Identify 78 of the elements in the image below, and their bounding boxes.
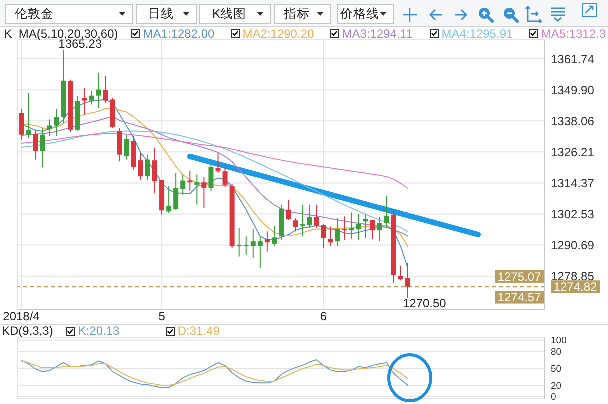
text: MA3:1294.11	[342, 26, 413, 40]
candlestick	[349, 212, 354, 240]
text: MA4:1295.91	[442, 26, 514, 40]
candlestick	[208, 164, 214, 192]
candlestick	[321, 224, 326, 249]
text: D:31.49	[178, 324, 220, 338]
candlestick	[272, 225, 277, 248]
text: MA5:1312.3	[541, 26, 606, 40]
candlestick	[103, 76, 108, 104]
x-tick-label: 5	[158, 310, 166, 324]
candlestick	[202, 176, 207, 209]
y-tick-label: 1314.37	[551, 176, 595, 190]
y-tick-label: 100	[551, 336, 567, 347]
candlestick	[222, 168, 228, 188]
candlestick	[356, 214, 362, 241]
candlestick	[398, 266, 404, 282]
candlestick	[377, 216, 382, 242]
line-series	[21, 130, 408, 232]
y-tick-label: 50	[551, 364, 562, 375]
dropdown: K线图	[199, 4, 271, 24]
dropdown: 指标	[274, 4, 331, 24]
y-tick-label: 1326.21	[551, 145, 595, 160]
candlestick	[236, 228, 242, 258]
candlestick	[300, 204, 306, 238]
y-tick-label: 1338.06	[551, 114, 595, 128]
candlestick	[89, 90, 94, 106]
y-tick-label: 1349.90	[551, 83, 595, 98]
candlestick	[335, 218, 340, 248]
candlestick	[194, 174, 200, 206]
dropdown: 日线	[136, 4, 197, 24]
candlestick	[293, 218, 298, 232]
candlestick	[145, 154, 150, 180]
annotation: 1270.50	[402, 296, 447, 311]
legend-title: KD(9,3,3)	[2, 324, 54, 338]
candlestick	[33, 129, 38, 160]
candlestick	[258, 236, 263, 269]
candlestick	[47, 119, 52, 137]
candlestick	[19, 108, 24, 140]
candlestick	[250, 228, 256, 259]
dropdown: 伦敦金	[5, 4, 133, 24]
candlestick	[54, 108, 60, 137]
y-tick-label: 80	[551, 346, 562, 358]
candlestick	[152, 148, 158, 194]
candlestick	[286, 199, 292, 221]
annotation: 1275.07	[498, 270, 542, 284]
text: MA2:1290.20	[242, 26, 314, 40]
candlestick	[405, 262, 410, 299]
dropdown: 价格线	[337, 4, 394, 24]
x-tick-label: 6	[320, 310, 328, 324]
candlestick	[180, 174, 186, 196]
candlestick	[82, 88, 88, 116]
y-tick-label: 1302.53	[551, 208, 595, 222]
candlestick	[40, 128, 46, 168]
candlestick	[314, 204, 320, 229]
y-tick-label: 1361.74	[551, 52, 595, 66]
candlestick	[264, 231, 270, 252]
candlestick	[26, 92, 32, 139]
candlestick	[370, 220, 376, 240]
candlestick	[384, 195, 390, 229]
text: MA1:1282.00	[143, 26, 215, 40]
annotation: 1274.57	[498, 290, 542, 305]
ref-line-label: 1274.82	[554, 280, 598, 294]
candlestick	[328, 226, 334, 247]
text: K:20.13	[78, 324, 120, 338]
y-tick-label: 20	[551, 380, 562, 392]
candlestick	[244, 236, 249, 256]
y-tick-label: 0	[551, 392, 556, 404]
candlestick	[216, 152, 221, 174]
candlestick	[117, 128, 122, 162]
y-tick-label: 1290.69	[551, 238, 595, 253]
x-tick-label: 2018/4	[3, 310, 40, 324]
candlestick	[96, 72, 102, 109]
candlestick	[307, 204, 312, 229]
candlestick	[174, 172, 179, 210]
candlestick	[124, 134, 130, 160]
candlestick	[166, 186, 172, 214]
candlestick	[138, 152, 144, 180]
chart-title: 伦敦金	[15, 6, 54, 20]
